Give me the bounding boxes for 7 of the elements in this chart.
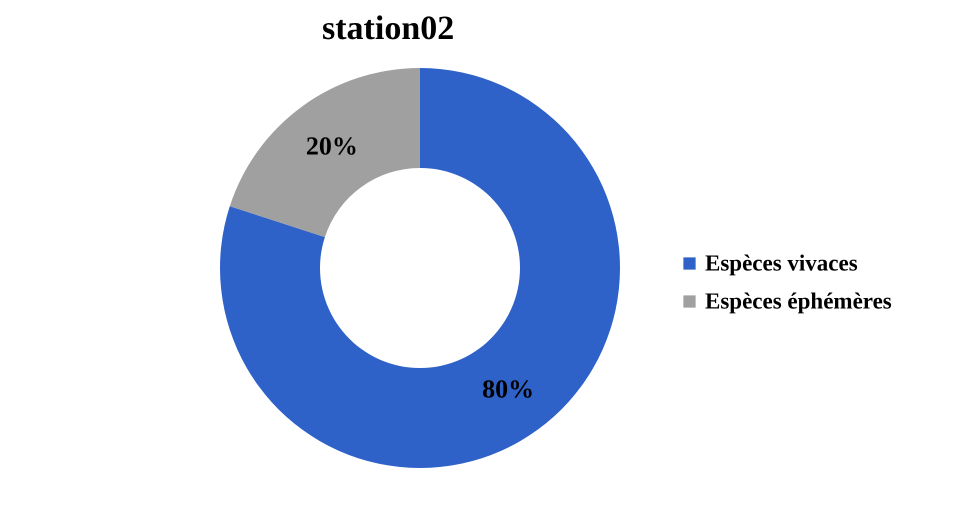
data-label: 80% (482, 374, 534, 404)
legend-label: Espèces éphémères (705, 288, 892, 314)
donut-slice (220, 68, 620, 468)
data-label: 20% (306, 132, 358, 161)
legend-label: Espèces vivaces (705, 250, 858, 276)
donut-slice (230, 68, 420, 238)
chart-title: station02 (322, 10, 454, 47)
